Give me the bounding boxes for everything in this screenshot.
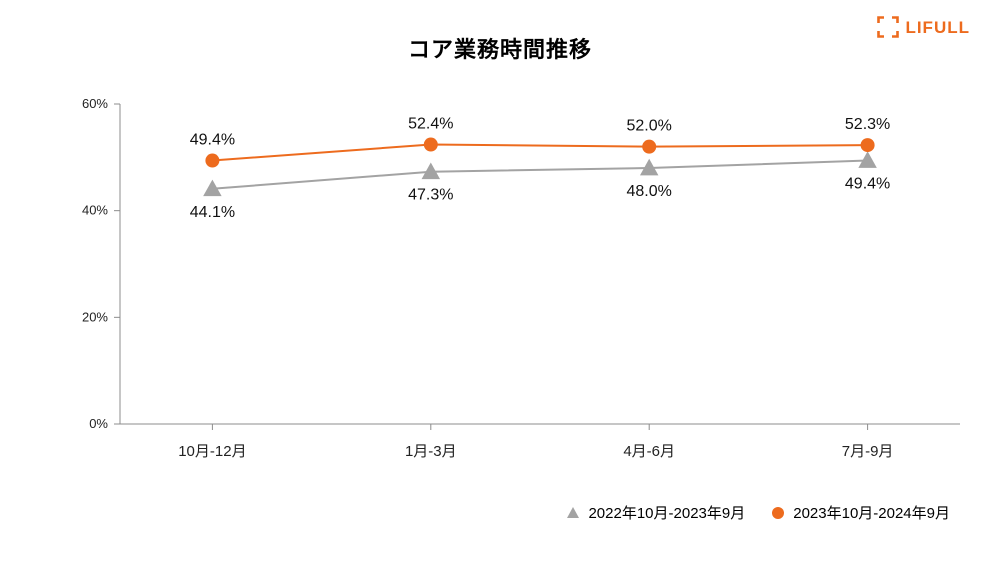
legend-item: 2022年10月-2023年9月 [566,502,745,523]
svg-text:49.4%: 49.4% [190,132,235,149]
svg-text:49.4%: 49.4% [845,176,890,193]
chart-svg: 0% 20% 40% 60% 10月-12月 1月-3月 4月-6月 7月-9月 44.1% 47… [70,94,970,494]
svg-text:60%: 60% [82,96,108,111]
svg-text:52.3%: 52.3% [845,116,890,133]
svg-text:0%: 0% [89,416,108,431]
core-hours-chart: 0% 20% 40% 60% 10月-12月 1月-3月 4月-6月 7月-9月 44.1% 47… [70,94,970,494]
svg-text:1月-3月: 1月-3月 [405,443,457,460]
chart-legend: 2022年10月-2023年9月 2023年10月-2024年9月 [0,502,1000,523]
svg-text:4月-6月: 4月-6月 [623,443,675,460]
svg-text:40%: 40% [82,203,108,218]
legend-item: 2023年10月-2024年9月 [771,502,950,523]
svg-text:20%: 20% [82,309,108,324]
page-title: コア業務時間推移 [0,32,1000,64]
svg-text:7月-9月: 7月-9月 [842,443,894,460]
svg-text:52.0%: 52.0% [627,118,672,135]
legend-label: 2022年10月-2023年9月 [588,502,745,523]
svg-text:52.4%: 52.4% [408,116,453,133]
svg-text:48.0%: 48.0% [627,183,672,200]
svg-text:10月-12月: 10月-12月 [178,443,246,460]
svg-text:47.3%: 47.3% [408,187,453,204]
svg-text:44.1%: 44.1% [190,204,235,221]
triangle-icon [566,506,580,520]
legend-label: 2023年10月-2024年9月 [793,502,950,523]
circle-icon [771,506,785,520]
